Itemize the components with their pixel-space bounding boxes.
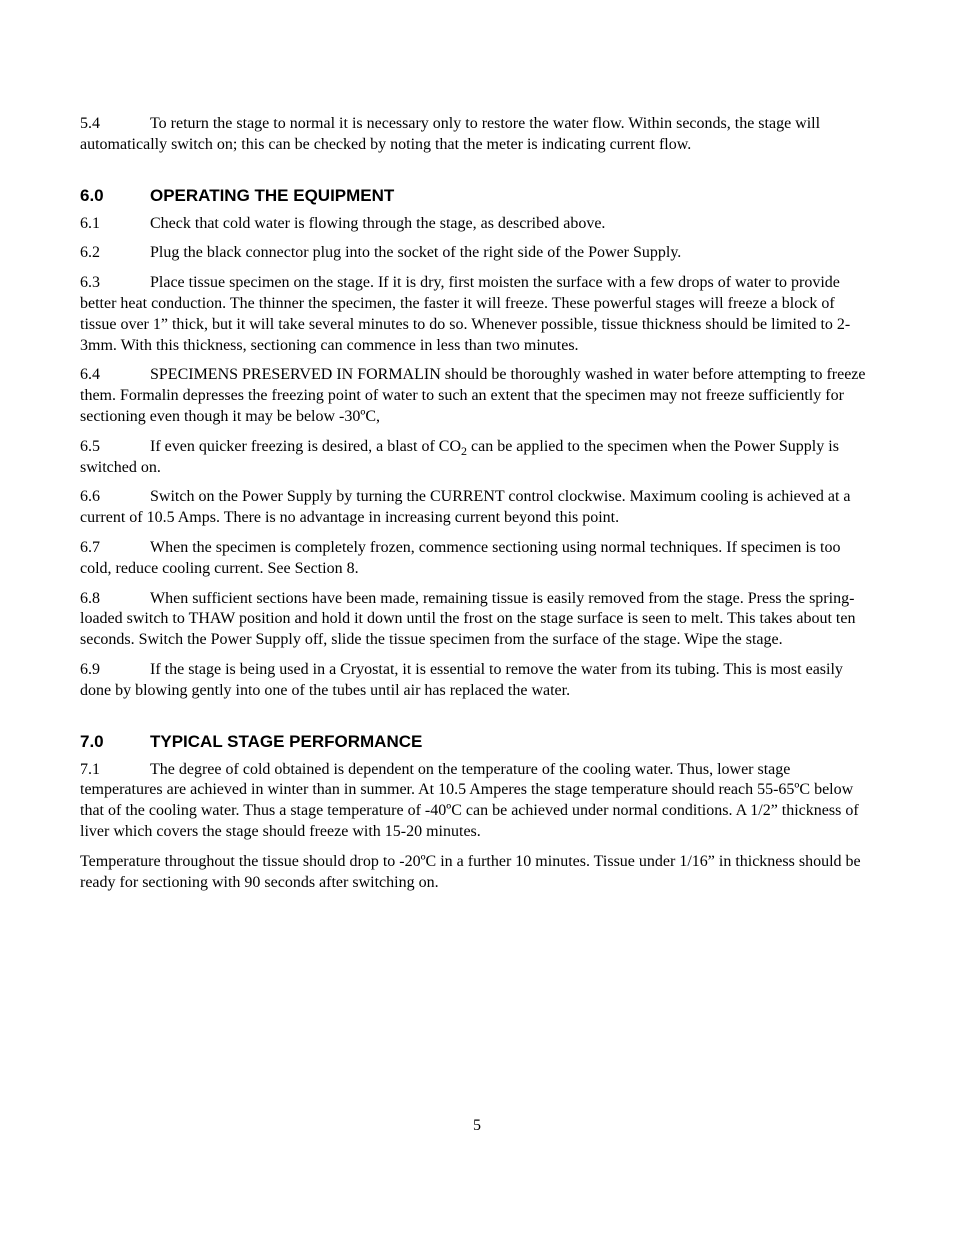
paragraph-6-4: 6.4SPECIMENS PRESERVED IN FORMALIN shoul… — [80, 365, 874, 427]
para-number: 6.1 — [80, 214, 150, 235]
section-heading-6: 6.0OPERATING THE EQUIPMENT — [80, 186, 874, 206]
para-number: 7.1 — [80, 760, 150, 781]
para-text: Place tissue specimen on the stage. If i… — [80, 274, 850, 353]
paragraph-6-8: 6.8When sufficient sections have been ma… — [80, 589, 874, 651]
paragraph-5-4: 5.4To return the stage to normal it is n… — [80, 114, 874, 156]
para-number: 6.6 — [80, 487, 150, 508]
para-text: SPECIMENS PRESERVED IN FORMALIN should b… — [80, 366, 866, 425]
para-text: When the specimen is completely frozen, … — [80, 539, 840, 577]
para-text: To return the stage to normal it is nece… — [80, 115, 820, 153]
paragraph-7-1: 7.1The degree of cold obtained is depend… — [80, 760, 874, 843]
paragraph-7-2: Temperature throughout the tissue should… — [80, 852, 874, 894]
para-text: Check that cold water is flowing through… — [150, 215, 605, 232]
para-number: 5.4 — [80, 114, 150, 135]
para-text: If the stage is being used in a Cryostat… — [80, 661, 843, 699]
para-number: 6.2 — [80, 243, 150, 264]
paragraph-6-2: 6.2Plug the black connector plug into th… — [80, 243, 874, 264]
para-number: 6.4 — [80, 365, 150, 386]
para-text: Plug the black connector plug into the s… — [150, 244, 681, 261]
paragraph-6-1: 6.1Check that cold water is flowing thro… — [80, 214, 874, 235]
para-number: 6.3 — [80, 273, 150, 294]
paragraph-6-7: 6.7When the specimen is completely froze… — [80, 538, 874, 580]
para-number: 6.9 — [80, 660, 150, 681]
paragraph-6-3: 6.3Place tissue specimen on the stage. I… — [80, 273, 874, 356]
paragraph-6-9: 6.9If the stage is being used in a Cryos… — [80, 660, 874, 702]
heading-text: TYPICAL STAGE PERFORMANCE — [150, 732, 422, 751]
heading-number: 6.0 — [80, 186, 150, 206]
para-number: 6.8 — [80, 589, 150, 610]
document-page: 5.4To return the stage to normal it is n… — [0, 0, 954, 1235]
para-text: The degree of cold obtained is dependent… — [80, 761, 859, 840]
para-text: When sufficient sections have been made,… — [80, 590, 855, 649]
para-text-pre: If even quicker freezing is desired, a b… — [150, 438, 461, 455]
paragraph-6-5: 6.5If even quicker freezing is desired, … — [80, 437, 874, 479]
para-number: 6.7 — [80, 538, 150, 559]
para-text: Temperature throughout the tissue should… — [80, 853, 861, 891]
para-text: Switch on the Power Supply by turning th… — [80, 488, 851, 526]
para-number: 6.5 — [80, 437, 150, 458]
heading-number: 7.0 — [80, 732, 150, 752]
page-number: 5 — [0, 1117, 954, 1135]
paragraph-6-6: 6.6Switch on the Power Supply by turning… — [80, 487, 874, 529]
heading-text: OPERATING THE EQUIPMENT — [150, 186, 394, 205]
section-heading-7: 7.0TYPICAL STAGE PERFORMANCE — [80, 732, 874, 752]
